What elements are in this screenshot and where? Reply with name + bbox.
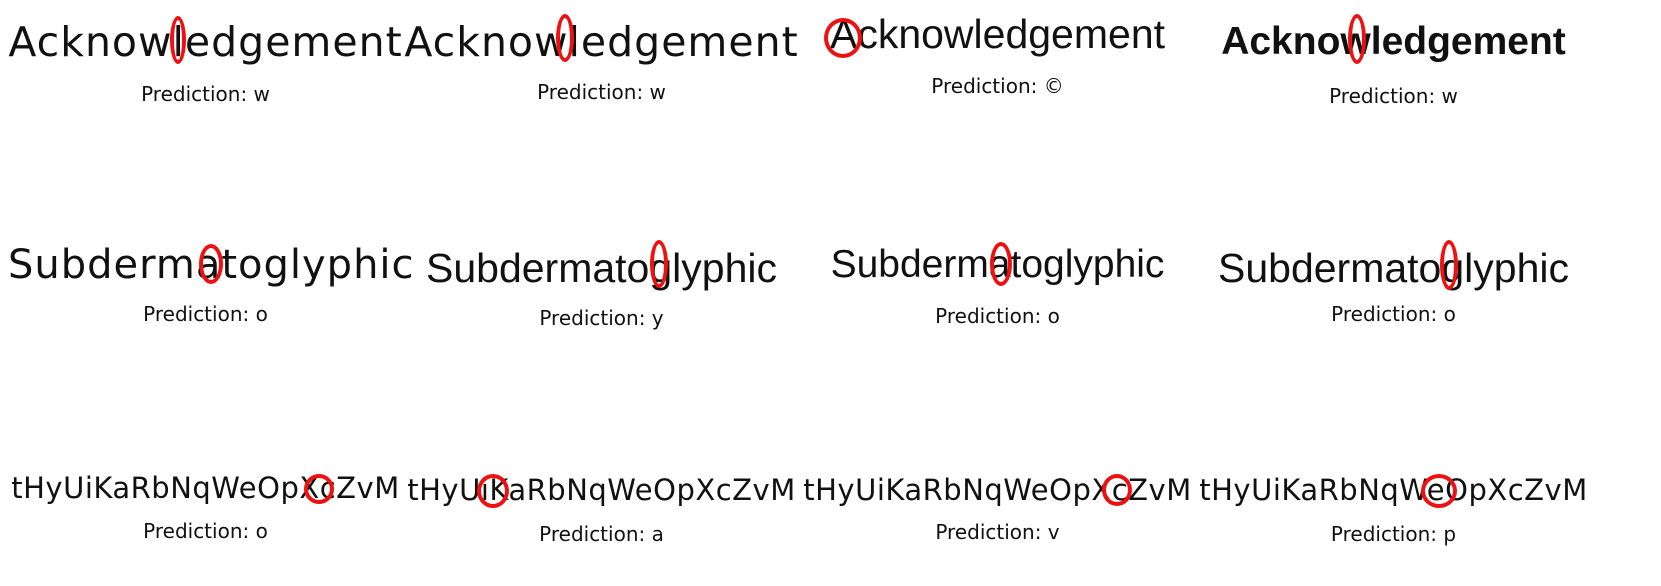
sample-word: tHyUiKaRbNqWeOpXcZvM	[11, 471, 400, 505]
sample-panel: Acknowledgement Prediction: w	[1196, 14, 1591, 134]
sample-panel: tHyUiKaRbNqWeOpXcZvM Prediction: p	[1196, 466, 1591, 586]
prediction-value: o	[255, 519, 268, 543]
sample-panel: Subdermatoglyphic Prediction: o	[8, 240, 414, 360]
sample-panel: Acknowledgement Prediction: ©	[800, 14, 1195, 134]
sample-panel: tHyUiKaRbNqWeOpXcZvM Prediction: v	[800, 466, 1195, 586]
sample-panel: tHyUiKaRbNqWeOpXcZvM Prediction: o	[8, 466, 403, 586]
sample-panel: Subdermatoglyphic Prediction: y	[404, 240, 799, 360]
prediction-label: Prediction: p	[1330, 522, 1457, 546]
prediction-value: o	[255, 302, 268, 326]
sample-word: Subdermatoglyphic	[1218, 245, 1569, 291]
prediction-value: w	[253, 82, 270, 106]
sample-word: tHyUiKaRbNqWeOpXcZvM	[803, 473, 1192, 507]
prediction-label: Prediction: o	[143, 519, 268, 543]
prediction-value: w	[1441, 84, 1458, 108]
sample-panel: Acknowledgement Prediction: w	[8, 14, 403, 134]
sample-panel: Subdermatoglyphic Prediction: o	[1196, 240, 1591, 360]
prediction-label: Prediction: v	[935, 520, 1060, 544]
prediction-value: ©	[1043, 74, 1064, 98]
highlight-ellipse-marker	[199, 244, 223, 284]
sample-panel: Subdermatoglyphic Prediction: o	[800, 240, 1195, 360]
prediction-value: o	[1443, 302, 1456, 326]
prediction-value: y	[651, 306, 664, 330]
sample-word: tHyUiKaRbNqWeOpXcZvM	[1199, 473, 1588, 507]
sample-word: Acknowledgement	[404, 18, 799, 66]
prediction-label: Prediction: o	[935, 304, 1060, 328]
prediction-label: Prediction: ©	[931, 74, 1064, 98]
prediction-value: w	[649, 80, 666, 104]
sample-word: Acknowledgement	[8, 18, 403, 66]
prediction-label: Prediction: o	[1331, 302, 1456, 326]
prediction-value: a	[651, 522, 664, 546]
highlight-circle-marker	[304, 474, 334, 504]
highlight-ellipse-marker	[990, 242, 1012, 286]
highlight-ellipse-marker	[1440, 240, 1458, 290]
sample-panel: Acknowledgement Prediction: w	[404, 14, 799, 134]
highlight-ellipse-marker	[1348, 14, 1366, 64]
sample-panel: tHyUiKaRbNqWeOpXcZvM Prediction: a	[404, 466, 799, 586]
sample-word: tHyUiKaRbNqWeOpXcZvM	[407, 473, 796, 507]
highlight-circle-marker	[477, 474, 509, 508]
highlight-circle-marker	[1102, 474, 1132, 506]
highlight-ellipse-marker	[170, 16, 186, 64]
prediction-label: Prediction: w	[141, 82, 270, 106]
prediction-label: Prediction: w	[1329, 84, 1458, 108]
prediction-value: v	[1047, 520, 1060, 544]
prediction-label: Prediction: o	[143, 302, 268, 326]
prediction-value: p	[1443, 522, 1457, 546]
prediction-label: Prediction: y	[539, 306, 664, 330]
prediction-value: o	[1047, 304, 1060, 328]
highlight-ellipse-marker	[556, 14, 574, 62]
sample-word: Acknowledgement	[829, 11, 1166, 57]
highlight-ellipse-marker	[650, 240, 668, 288]
prediction-label: Prediction: w	[537, 80, 666, 104]
sample-word: Subdermatoglyphic	[426, 245, 777, 291]
highlight-circle-marker	[1421, 474, 1457, 508]
prediction-label: Prediction: a	[539, 522, 664, 546]
sample-word: Acknowledgement	[1221, 20, 1566, 63]
highlight-circle-marker	[824, 18, 862, 58]
